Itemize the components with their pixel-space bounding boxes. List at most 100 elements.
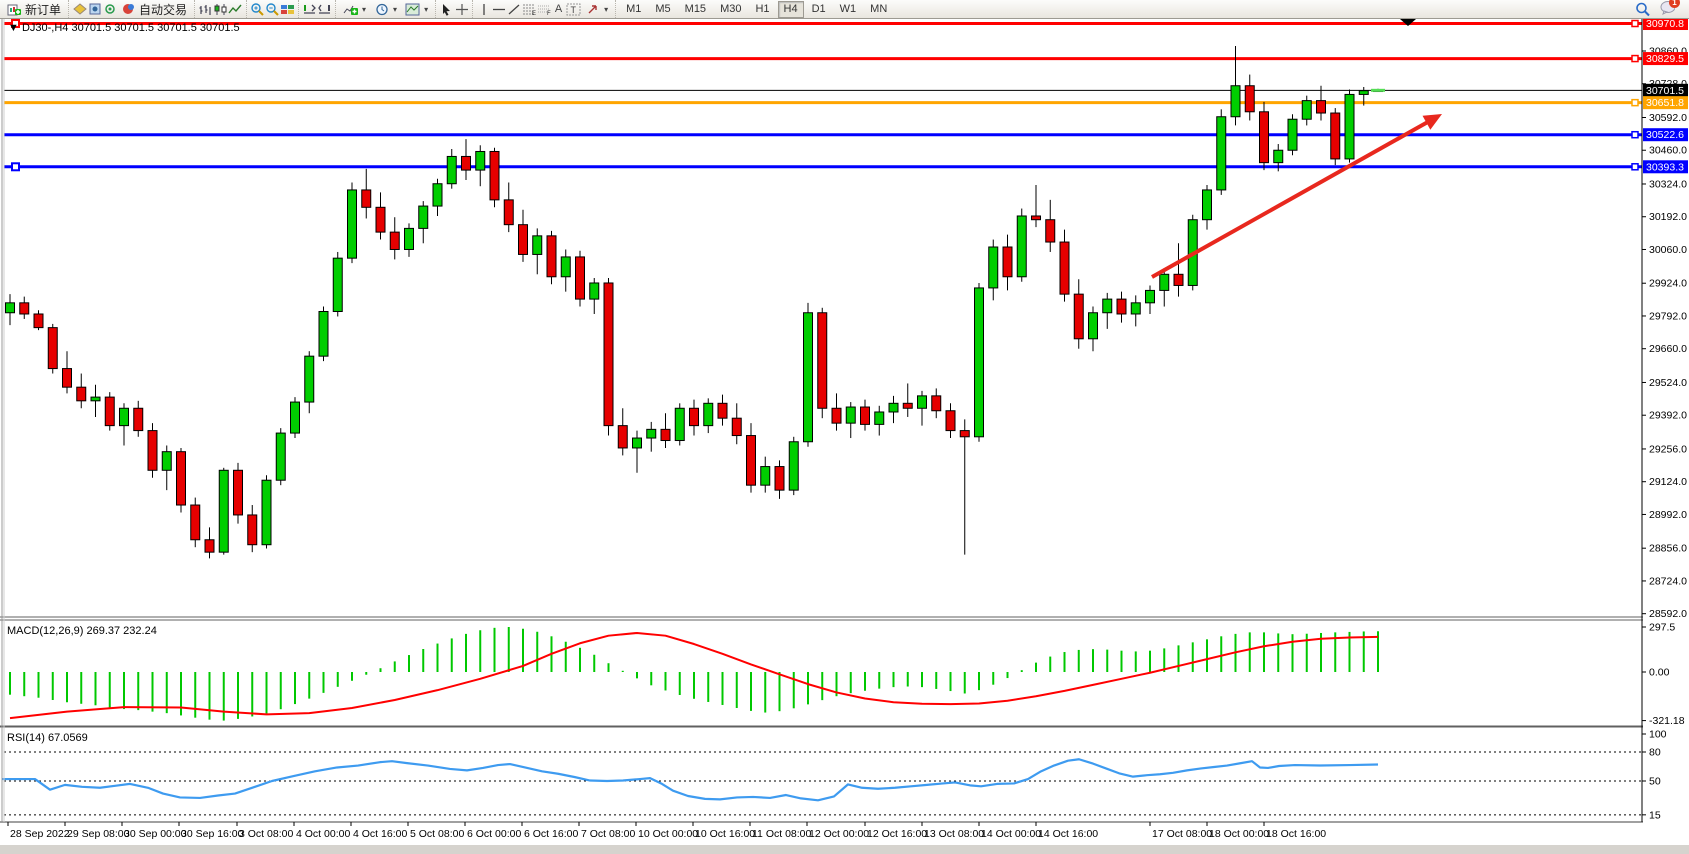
candle[interactable] bbox=[1045, 219, 1056, 243]
candle[interactable] bbox=[1301, 100, 1312, 120]
vertical-line-tool-icon[interactable] bbox=[476, 3, 491, 16]
market-watch-icon[interactable] bbox=[72, 3, 87, 16]
line-handle[interactable] bbox=[1631, 19, 1639, 28]
candle[interactable] bbox=[1073, 293, 1084, 340]
candle[interactable] bbox=[1159, 273, 1170, 291]
candle[interactable] bbox=[503, 199, 514, 226]
candle[interactable] bbox=[746, 435, 756, 486]
candle[interactable] bbox=[674, 407, 685, 442]
candle[interactable] bbox=[1216, 116, 1227, 191]
candle[interactable] bbox=[318, 311, 329, 357]
chart-shift-icon[interactable] bbox=[317, 3, 332, 16]
candle[interactable] bbox=[133, 407, 144, 432]
candle[interactable] bbox=[389, 231, 400, 250]
navigator-icon[interactable] bbox=[102, 3, 117, 16]
candle[interactable] bbox=[774, 466, 785, 491]
candle[interactable] bbox=[931, 395, 942, 412]
candle[interactable] bbox=[803, 312, 813, 443]
candle[interactable] bbox=[489, 150, 500, 201]
timeframe-button-m1[interactable]: M1 bbox=[626, 2, 642, 15]
candle[interactable] bbox=[218, 469, 229, 553]
data-window-icon[interactable] bbox=[87, 3, 102, 16]
candle[interactable] bbox=[233, 469, 243, 516]
candle[interactable] bbox=[546, 235, 557, 278]
candle[interactable] bbox=[817, 312, 828, 409]
candle[interactable] bbox=[261, 479, 272, 546]
timeframe-button-m15[interactable]: M15 bbox=[684, 2, 707, 15]
auto-scroll-icon[interactable] bbox=[302, 3, 317, 16]
candle[interactable] bbox=[1259, 111, 1269, 164]
candle[interactable] bbox=[945, 410, 956, 432]
candle[interactable] bbox=[247, 514, 258, 546]
candle[interactable] bbox=[190, 504, 201, 541]
candle[interactable] bbox=[1287, 118, 1298, 151]
search-icon[interactable] bbox=[1635, 2, 1650, 16]
candle[interactable] bbox=[5, 302, 15, 314]
candle[interactable] bbox=[532, 235, 543, 255]
candle[interactable] bbox=[831, 407, 842, 424]
candle[interactable] bbox=[860, 406, 870, 425]
candle[interactable] bbox=[1330, 112, 1341, 160]
candle[interactable] bbox=[888, 402, 899, 413]
candle[interactable] bbox=[731, 417, 742, 437]
candle[interactable] bbox=[33, 313, 44, 329]
candle[interactable] bbox=[418, 205, 429, 229]
candle[interactable] bbox=[332, 257, 343, 313]
chart-shift-marker-icon[interactable] bbox=[1400, 19, 1416, 26]
timeframe-button-mn[interactable]: MN bbox=[870, 2, 888, 15]
candle[interactable] bbox=[1116, 298, 1127, 315]
candle[interactable] bbox=[1202, 189, 1212, 221]
candle[interactable] bbox=[461, 155, 471, 171]
candle[interactable] bbox=[90, 396, 101, 402]
candle[interactable] bbox=[375, 206, 386, 233]
candle[interactable] bbox=[703, 402, 714, 427]
candle[interactable] bbox=[404, 227, 414, 250]
periods-button[interactable]: ▾ bbox=[370, 0, 401, 18]
candle[interactable] bbox=[917, 395, 927, 409]
fibo-fan-tool-icon[interactable]: F bbox=[536, 3, 551, 16]
notifications-button[interactable]: 1 bbox=[1660, 0, 1680, 18]
candle[interactable] bbox=[646, 428, 657, 439]
trend-arrow-line[interactable] bbox=[1151, 120, 1429, 279]
candle[interactable] bbox=[275, 432, 286, 481]
candle[interactable] bbox=[760, 466, 771, 486]
candle[interactable] bbox=[290, 401, 300, 434]
candle[interactable] bbox=[902, 402, 913, 409]
candle[interactable] bbox=[717, 402, 728, 419]
timeframe-button-w1[interactable]: W1 bbox=[839, 2, 857, 15]
candle[interactable] bbox=[76, 386, 87, 402]
candle[interactable] bbox=[361, 189, 372, 208]
candle[interactable] bbox=[845, 406, 856, 424]
text-label-tool-icon[interactable]: T bbox=[566, 3, 581, 16]
zoom-in-icon[interactable] bbox=[250, 2, 265, 16]
candle[interactable] bbox=[788, 441, 799, 491]
candle[interactable] bbox=[432, 183, 443, 207]
timeframe-button-h1[interactable]: H1 bbox=[755, 2, 770, 15]
candle[interactable] bbox=[1102, 298, 1113, 314]
candle[interactable] bbox=[47, 327, 58, 370]
candle[interactable] bbox=[147, 430, 158, 471]
crosshair-icon[interactable] bbox=[454, 3, 469, 16]
candle[interactable] bbox=[304, 355, 315, 403]
candle[interactable] bbox=[959, 430, 970, 438]
candle[interactable] bbox=[347, 189, 357, 259]
line-handle[interactable] bbox=[11, 162, 20, 172]
candle[interactable] bbox=[1230, 85, 1241, 118]
candle[interactable] bbox=[104, 396, 115, 427]
candle[interactable] bbox=[119, 407, 129, 427]
horizontal-line-tool-icon[interactable] bbox=[491, 3, 506, 16]
candle[interactable] bbox=[589, 282, 600, 300]
candle[interactable] bbox=[1031, 215, 1041, 221]
candle[interactable] bbox=[1173, 273, 1184, 286]
autotrading-button[interactable]: 自动交易 bbox=[117, 0, 191, 18]
candle[interactable] bbox=[475, 150, 486, 171]
candlestick-chart-icon[interactable] bbox=[213, 3, 228, 16]
line-handle[interactable] bbox=[1631, 130, 1639, 139]
text-tool-icon[interactable]: A bbox=[554, 3, 563, 15]
candle[interactable] bbox=[1244, 85, 1255, 113]
arrows-tool-button[interactable]: ▾ bbox=[581, 0, 612, 18]
candle[interactable] bbox=[1002, 246, 1013, 278]
candle[interactable] bbox=[689, 407, 699, 427]
candle[interactable] bbox=[660, 428, 671, 442]
